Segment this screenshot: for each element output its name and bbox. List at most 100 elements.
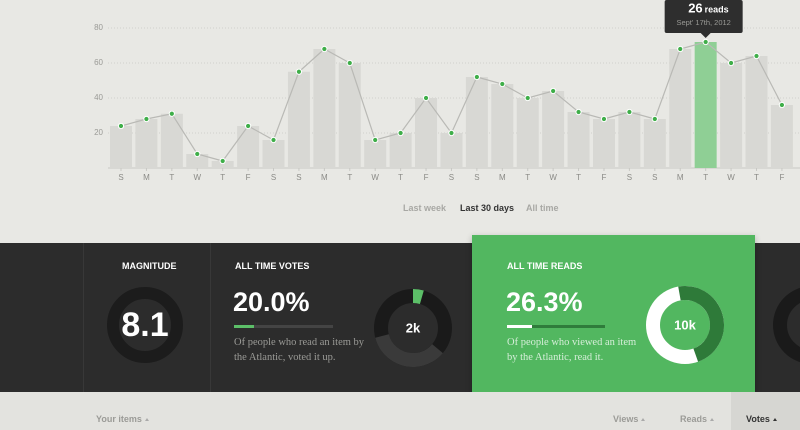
column-header[interactable]: Reads [680, 414, 715, 424]
bar [745, 56, 768, 168]
point [372, 136, 379, 144]
column-label: Your items [96, 414, 142, 424]
x-tick-label: T [220, 173, 225, 182]
x-tick-label: T [398, 173, 403, 182]
x-tick-label: M [499, 173, 506, 182]
point [702, 38, 709, 46]
y-tick-label: 20 [94, 128, 103, 137]
point [245, 122, 252, 130]
bar [643, 119, 666, 168]
tab[interactable]: Last week [403, 203, 447, 213]
donut: 10k [646, 286, 724, 364]
bar [313, 49, 336, 168]
bar [338, 63, 361, 168]
sort-icon [144, 418, 149, 421]
x-tick-label: W [371, 173, 379, 182]
x-tick-label: S [118, 173, 123, 182]
point [295, 68, 303, 75]
x-tick-label: T [347, 173, 352, 182]
x-tick-label: W [193, 173, 201, 182]
column-label: Views [613, 414, 639, 424]
point [753, 52, 760, 60]
tooltip: 26 reads Sept' 17th, 2012 [664, 0, 743, 38]
bar [211, 161, 234, 168]
bar [516, 98, 539, 168]
progress-track [507, 325, 605, 328]
x-tick-label: S [271, 173, 276, 182]
bar [415, 98, 438, 168]
bar [669, 49, 692, 168]
sort-icon [710, 418, 715, 421]
point [422, 94, 430, 102]
point [219, 157, 226, 165]
point [651, 115, 658, 123]
donut-segment [374, 289, 452, 367]
bar [567, 112, 590, 168]
x-tick-label: W [727, 173, 735, 182]
x-tick-label: T [754, 173, 759, 182]
reads-card[interactable] [472, 235, 755, 399]
divider [210, 243, 211, 392]
stat-title: MAGNITUDE [122, 261, 177, 271]
donut: 2k [374, 289, 452, 367]
stat-value: 20.0% [233, 287, 310, 317]
bar [237, 126, 260, 168]
bar [440, 133, 463, 168]
progress-fill [507, 325, 532, 328]
point [397, 129, 404, 137]
point [270, 136, 277, 144]
bar [110, 126, 132, 168]
sort-icon [641, 418, 646, 421]
point [321, 45, 328, 53]
stat-title: ALL TIME VOTES [235, 261, 310, 271]
point [448, 129, 455, 137]
donut-track [773, 287, 800, 363]
bar [618, 112, 641, 168]
donut-partial [773, 287, 800, 363]
tab[interactable]: All time [526, 203, 559, 213]
column-header[interactable]: Votes [746, 414, 777, 424]
x-tick-label: M [677, 173, 684, 182]
x-tick-label: T [525, 173, 530, 182]
progress-track [234, 325, 333, 328]
point [626, 108, 633, 116]
point [117, 122, 125, 130]
point [677, 45, 684, 53]
point [778, 101, 786, 109]
bar [389, 133, 412, 168]
x-tick-label: M [143, 173, 150, 182]
bar [262, 140, 285, 168]
column-header[interactable]: Views [613, 414, 646, 424]
x-tick-label: S [652, 173, 657, 182]
tooltip-value: 26 [688, 0, 702, 15]
tooltip-pointer [700, 33, 711, 38]
y-tick-label: 60 [94, 58, 103, 67]
magnitude-ring: 8.1 [107, 287, 183, 363]
bar [364, 140, 387, 168]
point [727, 59, 735, 67]
point [550, 87, 557, 95]
bar [592, 119, 615, 168]
tooltip-unit: reads [705, 4, 729, 14]
column-header[interactable]: Your items [96, 414, 149, 424]
progress-fill [234, 325, 254, 328]
magnitude-value: 8.1 [121, 306, 168, 344]
x-tick-label: S [449, 173, 454, 182]
bar [186, 154, 209, 168]
sort-icon [772, 418, 777, 421]
x-tick-label: M [321, 173, 328, 182]
x-tick-label: F [246, 173, 251, 182]
x-tick-label: T [703, 173, 708, 182]
bar [491, 84, 514, 168]
ring [107, 287, 183, 363]
x-tick-label: S [627, 173, 632, 182]
x-tick-label: T [576, 173, 581, 182]
bar [694, 42, 717, 168]
table-header [0, 392, 800, 430]
stat-title: ALL TIME READS [507, 261, 583, 271]
x-tick-label: S [296, 173, 301, 182]
tab[interactable]: Last 30 days [460, 203, 515, 213]
y-tick-label: 80 [94, 23, 103, 32]
point [600, 115, 608, 123]
point [473, 73, 480, 81]
